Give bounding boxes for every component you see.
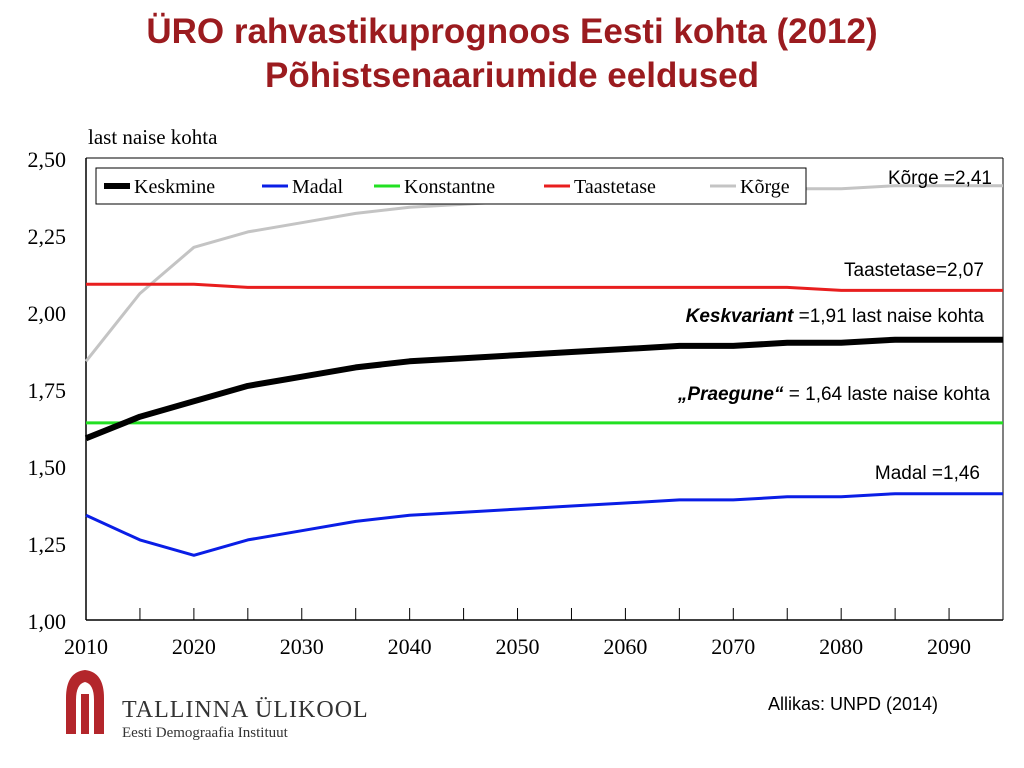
title-line-2: Põhistsenaariumide eeldused	[264, 56, 760, 95]
x-tick-label: 2040	[388, 634, 432, 659]
university-logo-text: TALLINNA ÜLIKOOL Eesti Demograafia Insti…	[122, 696, 369, 742]
x-tick-label: 2050	[496, 634, 540, 659]
title-line-1: ÜRO rahvastikuprognoos Eesti kohta (2012…	[146, 12, 878, 51]
annotation-taastetase: Taastetase=2,07	[844, 260, 984, 281]
x-tick-label: 2090	[927, 634, 971, 659]
series-line-taastetase	[86, 282, 1003, 292]
x-tick-label: 2060	[603, 634, 647, 659]
series-line-madal	[85, 492, 1003, 557]
legend-label: Taastetase	[574, 176, 656, 198]
annotation-korge: Kõrge =2,41	[888, 168, 992, 189]
series-line-keskmine	[84, 336, 1003, 442]
legend-label: Madal	[292, 176, 344, 198]
annotation-madal: Madal =1,46	[875, 463, 980, 484]
y-axis-label: last naise kohta	[88, 125, 218, 149]
x-tick-label: 2070	[711, 634, 755, 659]
y-tick-label: 1,00	[28, 609, 67, 634]
institute-name: Eesti Demograafia Instituut	[122, 725, 288, 741]
annotation-praegune: „Praegune“ = 1,64 laste naise kohta	[677, 384, 991, 405]
x-tick-label: 2080	[819, 634, 863, 659]
annotations: Kõrge =2,41 Taastetase=2,07 Keskvariant =1…	[677, 168, 992, 484]
y-tick-label: 1,75	[28, 378, 67, 403]
y-tick-label: 2,25	[28, 224, 67, 249]
university-logo-icon	[66, 670, 104, 734]
source-note: Allikas: UNPD (2014)	[768, 694, 939, 714]
slide-title: ÜRO rahvastikuprognoos Eesti kohta (2012…	[0, 10, 1024, 98]
x-tick-label: 2030	[280, 634, 324, 659]
legend-box	[95, 167, 807, 205]
university-name: TALLINNA ÜLIKOOL	[122, 697, 369, 723]
legend-label: Keskmine	[134, 176, 215, 198]
y-tick-label: 1,25	[28, 532, 67, 557]
y-tick-label: 1,50	[28, 455, 67, 480]
y-tick-label: 2,00	[28, 301, 67, 326]
x-tick-label: 2020	[172, 634, 216, 659]
annotation-kesk: Keskvariant =1,91 last naise kohta	[686, 306, 985, 327]
x-tick-label: 2010	[64, 634, 108, 659]
legend-label: Kõrge	[740, 176, 790, 198]
legend-label: Konstantne	[404, 176, 495, 198]
legend: Keskmine Madal Konstantne Taastetase Kõrge	[95, 167, 807, 205]
y-tick-label: 2,50	[28, 147, 67, 172]
